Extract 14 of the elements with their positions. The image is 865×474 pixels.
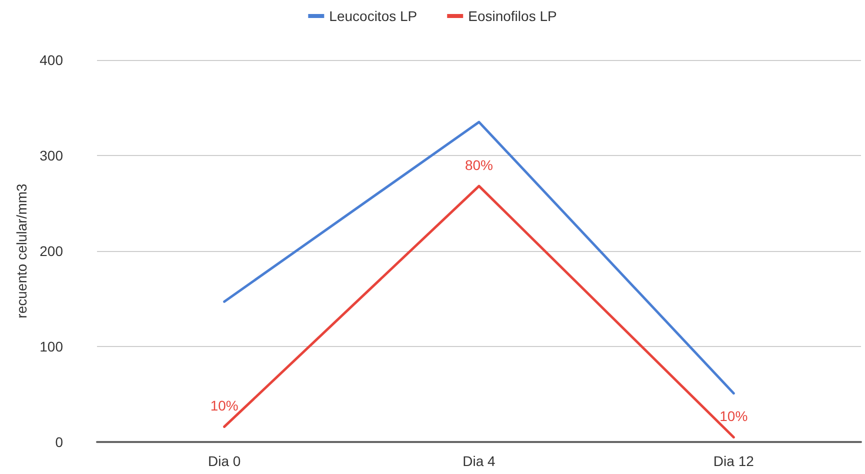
annotation: 80% (464, 157, 494, 174)
y-tick-label: 0 (55, 434, 64, 450)
x-tick-label: Dia 4 (462, 453, 496, 469)
x-tick-label: Dia 12 (713, 453, 754, 469)
legend-label: Eosinofilos LP (468, 8, 557, 24)
annotation: 10% (210, 398, 238, 414)
y-tick-label: 400 (40, 52, 64, 68)
legend-label: Leucocitos LP (329, 8, 418, 24)
x-tick-label: Dia 0 (208, 453, 241, 469)
annotation: 10% (720, 408, 748, 424)
y-axis-title: recuento celular/mm3 (14, 183, 30, 318)
y-tick-label: 200 (40, 243, 64, 259)
y-tick-label: 300 (40, 148, 64, 164)
y-tick-label: 100 (40, 338, 64, 354)
